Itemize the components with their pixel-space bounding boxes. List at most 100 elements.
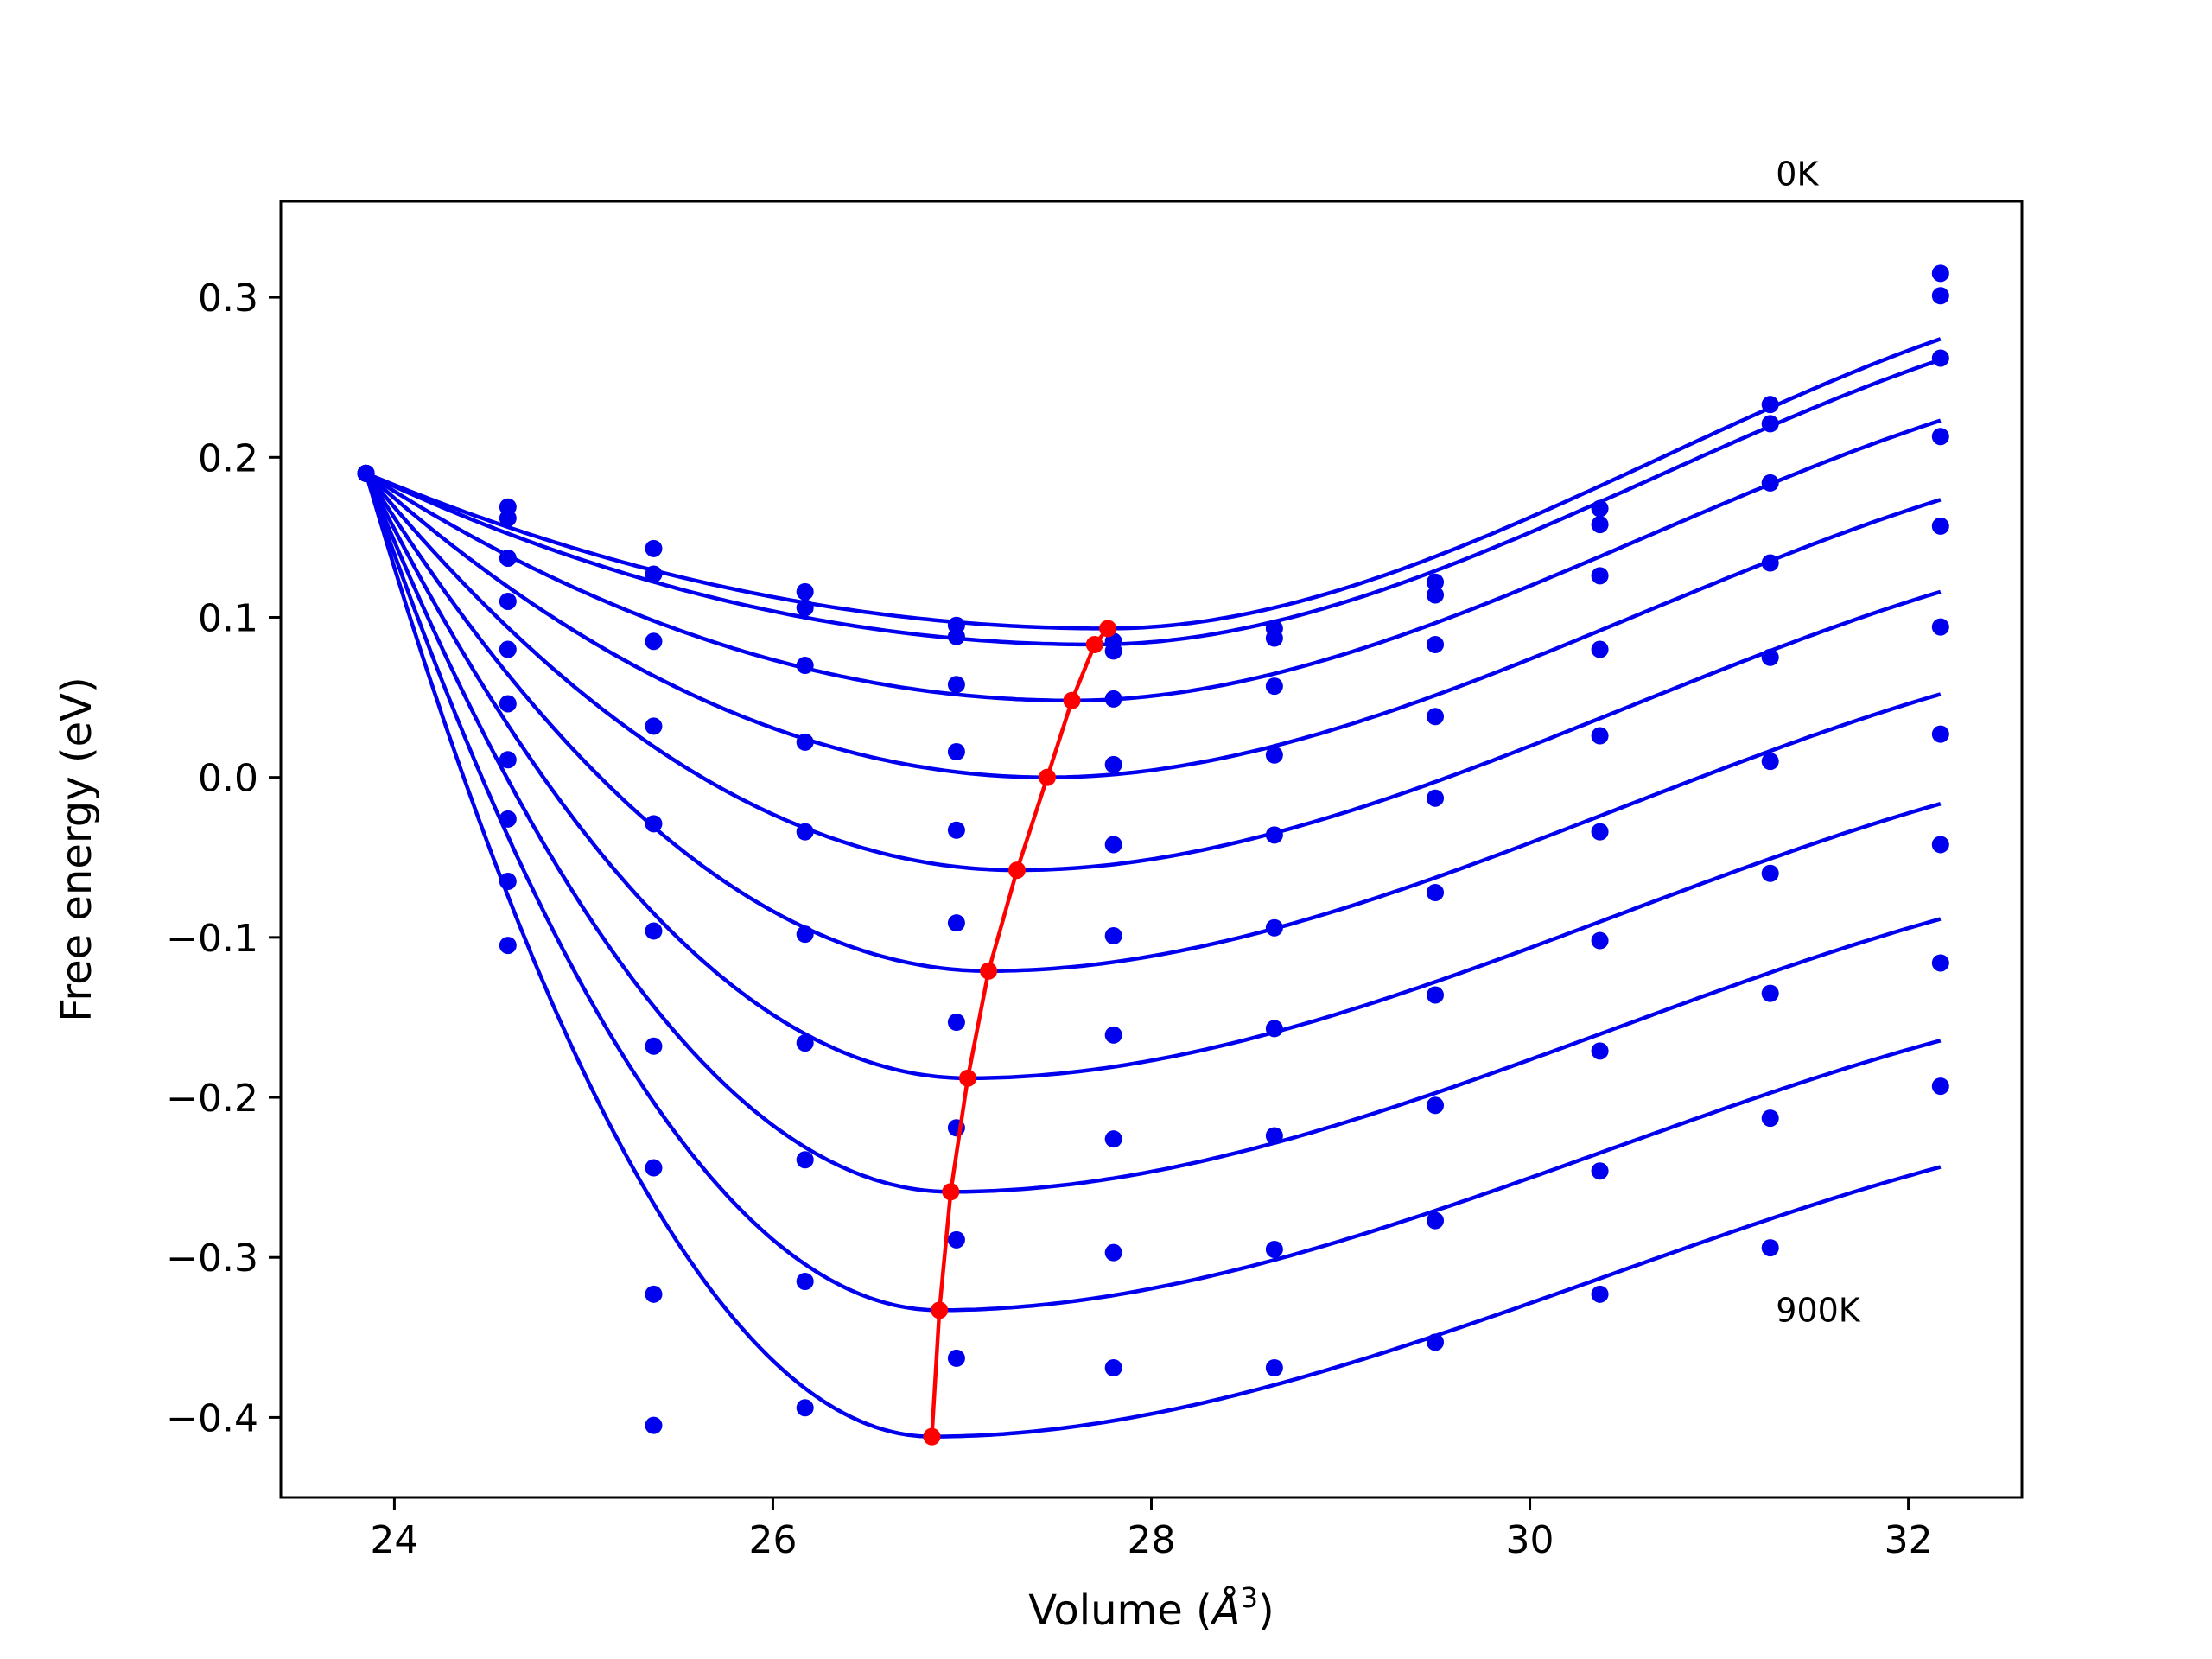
x-axis-label: Volume (Å3) bbox=[1028, 1581, 1274, 1635]
data-point bbox=[796, 1399, 814, 1417]
minimum-point bbox=[931, 1301, 949, 1319]
y-tick-label: −0.2 bbox=[166, 1077, 258, 1121]
x-axis-label-close: ) bbox=[1258, 1586, 1274, 1635]
minimum-point bbox=[1063, 691, 1081, 709]
data-point bbox=[1591, 567, 1609, 585]
data-point bbox=[645, 565, 663, 583]
data-point bbox=[1591, 516, 1609, 534]
data-point bbox=[1931, 517, 1949, 535]
fit-curve bbox=[364, 472, 1942, 873]
data-point bbox=[947, 1230, 965, 1249]
x-axis-label-main: Volume ( bbox=[1028, 1586, 1212, 1635]
data-point bbox=[796, 1151, 814, 1169]
data-point bbox=[1265, 677, 1283, 696]
data-point bbox=[1104, 755, 1122, 773]
data-point bbox=[499, 549, 517, 567]
data-point bbox=[1761, 648, 1779, 666]
data-point bbox=[1761, 415, 1779, 433]
data-point bbox=[1104, 927, 1122, 944]
minimum-point bbox=[1007, 861, 1026, 880]
data-point bbox=[796, 1034, 814, 1052]
data-point bbox=[1427, 1096, 1445, 1115]
data-point bbox=[1427, 1333, 1445, 1351]
data-point bbox=[1761, 474, 1779, 492]
y-tick-label: 0.2 bbox=[198, 436, 258, 480]
minimum-point bbox=[1039, 768, 1057, 786]
x-tick-label: 24 bbox=[370, 1518, 418, 1562]
data-point bbox=[645, 1416, 663, 1434]
y-tick-label: 0.3 bbox=[198, 276, 258, 321]
data-point bbox=[1931, 954, 1949, 972]
fit-curve bbox=[364, 472, 1942, 973]
data-point bbox=[1591, 823, 1609, 841]
x-axis-label-symbol: Å bbox=[1210, 1586, 1241, 1635]
x-tick-label: 30 bbox=[1506, 1518, 1554, 1562]
data-point bbox=[1591, 1042, 1609, 1060]
x-axis: 24 26 28 30 32 bbox=[370, 1497, 1933, 1562]
plot-frame bbox=[279, 200, 2024, 1499]
data-point bbox=[499, 873, 517, 891]
minima-series bbox=[923, 620, 1117, 1446]
data-point bbox=[947, 627, 965, 645]
data-point bbox=[796, 925, 814, 944]
data-point bbox=[1591, 499, 1609, 518]
data-point bbox=[1265, 826, 1283, 844]
data-point bbox=[796, 1273, 814, 1290]
data-point bbox=[1427, 884, 1445, 901]
data-point bbox=[1931, 725, 1949, 743]
data-point bbox=[645, 815, 663, 833]
data-point bbox=[645, 717, 663, 735]
data-point bbox=[1104, 836, 1122, 854]
data-point bbox=[1427, 586, 1445, 604]
data-point bbox=[1761, 554, 1779, 572]
minima-line bbox=[930, 626, 1109, 1437]
y-tick-label: 0.1 bbox=[198, 596, 258, 640]
minimum-point bbox=[923, 1427, 941, 1446]
data-point bbox=[499, 937, 517, 955]
data-point bbox=[1931, 349, 1949, 367]
x-tick-label: 26 bbox=[748, 1518, 797, 1562]
minimum-point bbox=[942, 1183, 960, 1201]
data-point bbox=[1104, 1359, 1122, 1376]
data-point bbox=[645, 632, 663, 651]
data-point bbox=[1265, 1020, 1283, 1038]
x-tick-label: 32 bbox=[1885, 1518, 1933, 1562]
data-point bbox=[357, 464, 375, 482]
data-point bbox=[796, 599, 814, 617]
minimum-point bbox=[980, 962, 998, 980]
annotation-0k: 0K bbox=[1776, 155, 1819, 193]
x-axis-label-exponent: 3 bbox=[1241, 1581, 1258, 1614]
data-point bbox=[1427, 573, 1445, 591]
x-tick-label: 28 bbox=[1128, 1518, 1176, 1562]
data-point bbox=[1265, 1240, 1283, 1258]
data-point bbox=[499, 751, 517, 769]
data-point bbox=[1761, 396, 1779, 414]
data-point bbox=[1265, 629, 1283, 647]
data-point bbox=[1265, 918, 1283, 937]
data-point bbox=[1591, 1285, 1609, 1303]
data-point bbox=[947, 821, 965, 839]
data-point bbox=[1761, 753, 1779, 771]
data-point bbox=[1931, 264, 1949, 283]
data-point bbox=[645, 1285, 663, 1303]
data-point bbox=[796, 657, 814, 675]
data-point bbox=[1591, 1162, 1609, 1180]
data-point bbox=[1427, 635, 1445, 653]
data-point bbox=[947, 914, 965, 932]
minimum-point bbox=[1085, 635, 1103, 653]
data-point bbox=[499, 695, 517, 713]
data-point bbox=[1427, 986, 1445, 1004]
y-axis-label: Free energy (eV) bbox=[53, 677, 101, 1021]
data-point bbox=[796, 733, 814, 751]
y-tick-label: −0.4 bbox=[166, 1396, 258, 1440]
data-point bbox=[1591, 727, 1609, 745]
data-point bbox=[645, 539, 663, 557]
fit-curve bbox=[365, 418, 1942, 703]
y-tick-label: 0.0 bbox=[198, 757, 258, 801]
fit-curve bbox=[364, 472, 1942, 1194]
data-point bbox=[1265, 1359, 1283, 1376]
data-point bbox=[947, 743, 965, 761]
data-point bbox=[1931, 618, 1949, 636]
data-points bbox=[357, 264, 1949, 1434]
